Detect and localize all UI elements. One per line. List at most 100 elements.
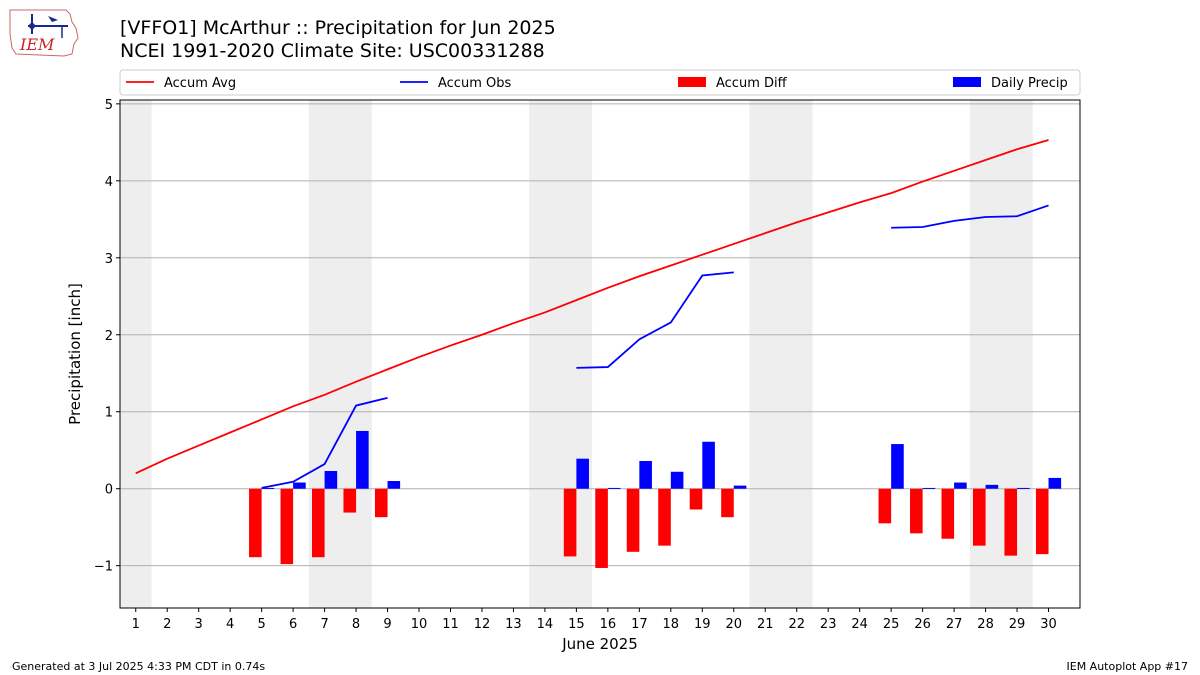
- lines: [135, 139, 1049, 489]
- weekend-band: [529, 100, 593, 608]
- x-tick-label: 25: [883, 617, 900, 632]
- y-tick-label: 5: [105, 98, 113, 113]
- legend-label: Accum Avg: [164, 76, 236, 91]
- accum-diff-bar: [626, 488, 640, 552]
- x-tick-label: 2: [163, 617, 171, 632]
- daily-precip-bar: [985, 484, 999, 489]
- accum-diff-bar: [972, 488, 986, 546]
- y-tick-label: 3: [105, 252, 113, 267]
- x-tick-label: 9: [383, 617, 391, 632]
- daily-precip-bar: [733, 485, 747, 489]
- logo-text: IEM: [19, 35, 55, 54]
- x-tick-label: 6: [289, 617, 297, 632]
- footer-generated: Generated at 3 Jul 2025 4:33 PM CDT in 0…: [12, 660, 266, 673]
- y-tick-label: 1: [105, 406, 113, 421]
- x-tick-label: 15: [568, 617, 585, 632]
- x-tick-label: 24: [851, 617, 868, 632]
- x-tick-label: 19: [694, 617, 711, 632]
- daily-precip-bar: [607, 487, 621, 489]
- x-tick-label: 21: [757, 617, 774, 632]
- accum-diff-bar: [1004, 488, 1018, 556]
- daily-precip-bar: [324, 470, 338, 489]
- daily-precip-bar: [261, 487, 275, 489]
- y-axis-ticks: −1 0 1 2 3 4 5: [94, 98, 120, 575]
- x-tick-label: 22: [788, 617, 805, 632]
- daily-precip-bar: [891, 444, 904, 489]
- accum-diff-bar: [1035, 488, 1049, 555]
- x-tick-label: 10: [411, 617, 428, 632]
- x-tick-label: 13: [505, 617, 522, 632]
- accum-obs-line: [576, 271, 734, 369]
- x-tick-label: 26: [914, 617, 931, 632]
- daily-precip-bar: [387, 481, 401, 489]
- footer-app: IEM Autoplot App #17: [1066, 660, 1189, 673]
- x-tick-label: 11: [442, 617, 459, 632]
- y-tick-label: 2: [105, 329, 113, 344]
- x-axis-label: June 2025: [561, 635, 638, 653]
- legend-box: [119, 69, 1081, 96]
- accum-diff-bar: [721, 488, 734, 518]
- x-tick-label: 30: [1040, 617, 1057, 632]
- accum-diff-bar: [280, 488, 294, 565]
- x-tick-label: 18: [663, 617, 680, 632]
- accum-diff-bar: [343, 488, 357, 513]
- weekend-band: [120, 100, 152, 608]
- daily-precip-bar: [293, 482, 306, 489]
- legend-swatch: [678, 77, 706, 87]
- y-tick-label: −1: [94, 560, 113, 575]
- x-axis-ticks: 1 2 3 4 5 6 7 8 9 10 11 12 13 14 15 16 17 18 19 20 21 22 23 24 2…: [132, 608, 1057, 632]
- y-tick-label: 4: [105, 175, 113, 190]
- accum-diff-bar: [563, 488, 577, 557]
- accum-diff-bar: [878, 488, 892, 524]
- legend: Accum Avg Accum Obs Accum Diff Daily Precip: [119, 69, 1081, 96]
- chart-title: [VFFO1] McArthur :: Precipitation for Ju…: [120, 17, 556, 39]
- x-tick-label: 5: [257, 617, 265, 632]
- accum-avg-line: [135, 139, 1049, 475]
- daily-precip-bar: [639, 460, 652, 489]
- accum-obs-line: [891, 204, 1049, 229]
- x-tick-label: 8: [352, 617, 360, 632]
- legend-label: Accum Diff: [716, 76, 788, 91]
- accum-diff-bar: [595, 488, 608, 568]
- x-tick-label: 12: [474, 617, 491, 632]
- accum-diff-bar: [312, 488, 325, 558]
- y-axis-label: Precipitation [inch]: [66, 283, 84, 425]
- iem-logo: IEM: [9, 9, 79, 57]
- daily-precip-bar: [1048, 477, 1062, 489]
- daily-precip-bar: [922, 487, 936, 489]
- x-tick-label: 27: [946, 617, 963, 632]
- x-tick-label: 3: [195, 617, 203, 632]
- accum-diff-bar: [941, 488, 955, 539]
- daily-precip-bar: [954, 482, 967, 489]
- daily-precip-bar: [670, 471, 684, 489]
- legend-swatch: [953, 77, 981, 87]
- daily-precip-bar: [702, 441, 715, 489]
- x-tick-label: 23: [820, 617, 837, 632]
- plot-frame: [119, 99, 1081, 609]
- y-tick-label: 0: [105, 483, 113, 498]
- x-tick-label: 20: [725, 617, 742, 632]
- x-tick-label: 17: [631, 617, 648, 632]
- weekend-band: [749, 100, 813, 608]
- x-tick-label: 29: [1009, 617, 1026, 632]
- accum-diff-bar: [374, 488, 388, 518]
- daily-precip-bar: [356, 430, 369, 489]
- daily-precip-bar: [576, 458, 589, 489]
- x-tick-label: 4: [226, 617, 234, 632]
- legend-label: Daily Precip: [991, 76, 1068, 91]
- accum-obs-line: [261, 396, 388, 489]
- x-tick-label: 16: [600, 617, 617, 632]
- accum-diff-bar: [910, 488, 923, 534]
- accum-diff-bar: [689, 488, 703, 510]
- bars: [249, 430, 1062, 568]
- x-tick-label: 7: [320, 617, 328, 632]
- x-tick-label: 14: [537, 617, 554, 632]
- accum-diff-bar: [249, 488, 262, 558]
- x-tick-label: 1: [132, 617, 140, 632]
- chart-subtitle: NCEI 1991-2020 Climate Site: USC00331288: [120, 40, 545, 62]
- accum-diff-bar: [658, 488, 671, 546]
- legend-label: Accum Obs: [438, 76, 511, 91]
- x-tick-label: 28: [977, 617, 994, 632]
- daily-precip-bar: [1017, 487, 1030, 489]
